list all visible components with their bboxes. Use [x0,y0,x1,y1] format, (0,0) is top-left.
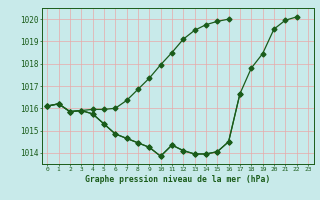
X-axis label: Graphe pression niveau de la mer (hPa): Graphe pression niveau de la mer (hPa) [85,175,270,184]
